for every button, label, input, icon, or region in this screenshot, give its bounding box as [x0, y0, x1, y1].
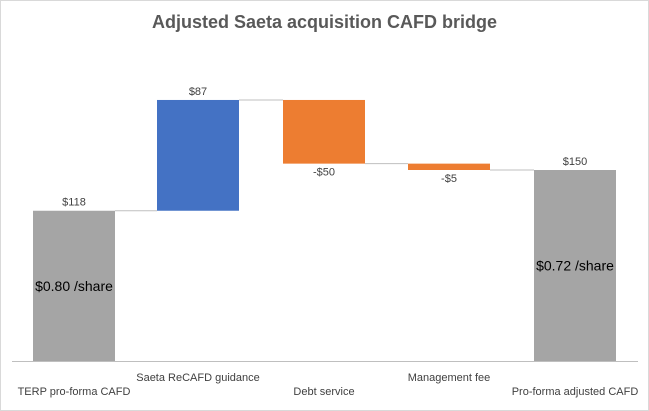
category-label: TERP pro-forma CAFD	[18, 386, 131, 398]
value-label: $150	[563, 156, 587, 168]
bar-2	[157, 99, 239, 211]
per-share-label: $0.72 /share	[536, 258, 614, 274]
value-label: -$5	[441, 173, 457, 185]
category-label: Pro-forma adjusted CAFD	[512, 386, 639, 398]
category-label: Debt service	[293, 386, 354, 398]
bar-1	[33, 210, 115, 361]
bar-4	[408, 163, 490, 170]
value-label: -$50	[313, 167, 335, 179]
chart-title: Adjusted Saeta acquisition CAFD bridge	[151, 12, 498, 32]
value-label: $87	[189, 86, 207, 98]
category-label: Saeta ReCAFD guidance	[136, 372, 260, 384]
bar-5	[534, 170, 616, 361]
value-label: $118	[62, 197, 86, 209]
bar-3	[283, 99, 365, 164]
category-label: Management fee	[408, 372, 491, 384]
per-share-label: $0.80 /share	[35, 278, 113, 294]
